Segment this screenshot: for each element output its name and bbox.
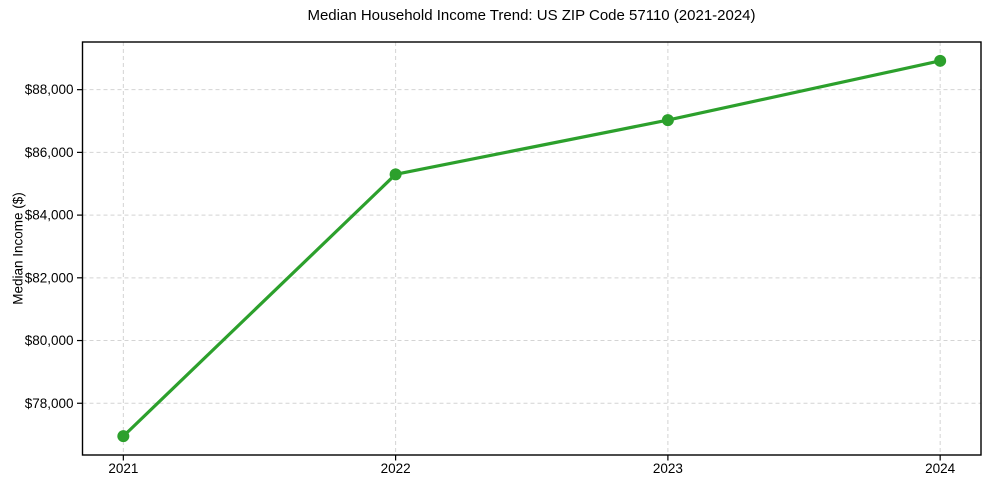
y-tick-label: $82,000 [25, 270, 74, 285]
data-point-2021 [117, 430, 130, 443]
plot-border [81, 41, 982, 456]
x-tick-label: 2022 [381, 461, 411, 476]
data-point-2023 [661, 114, 674, 127]
chart-title: Median Household Income Trend: US ZIP Co… [307, 7, 756, 24]
data-point-2022 [389, 168, 402, 181]
y-tick-label: $80,000 [25, 333, 74, 348]
y-tick-label: $88,000 [25, 82, 74, 97]
data-point-2024 [934, 54, 947, 67]
x-tick-label: 2024 [925, 461, 956, 476]
trend-line [121, 59, 942, 438]
x-tick-label: 2023 [653, 461, 683, 476]
y-tick-label: $86,000 [25, 145, 74, 160]
y-tick-label: $84,000 [25, 208, 74, 223]
y-tick-label: $78,000 [25, 396, 74, 411]
x-tick-label: 2021 [108, 461, 138, 476]
